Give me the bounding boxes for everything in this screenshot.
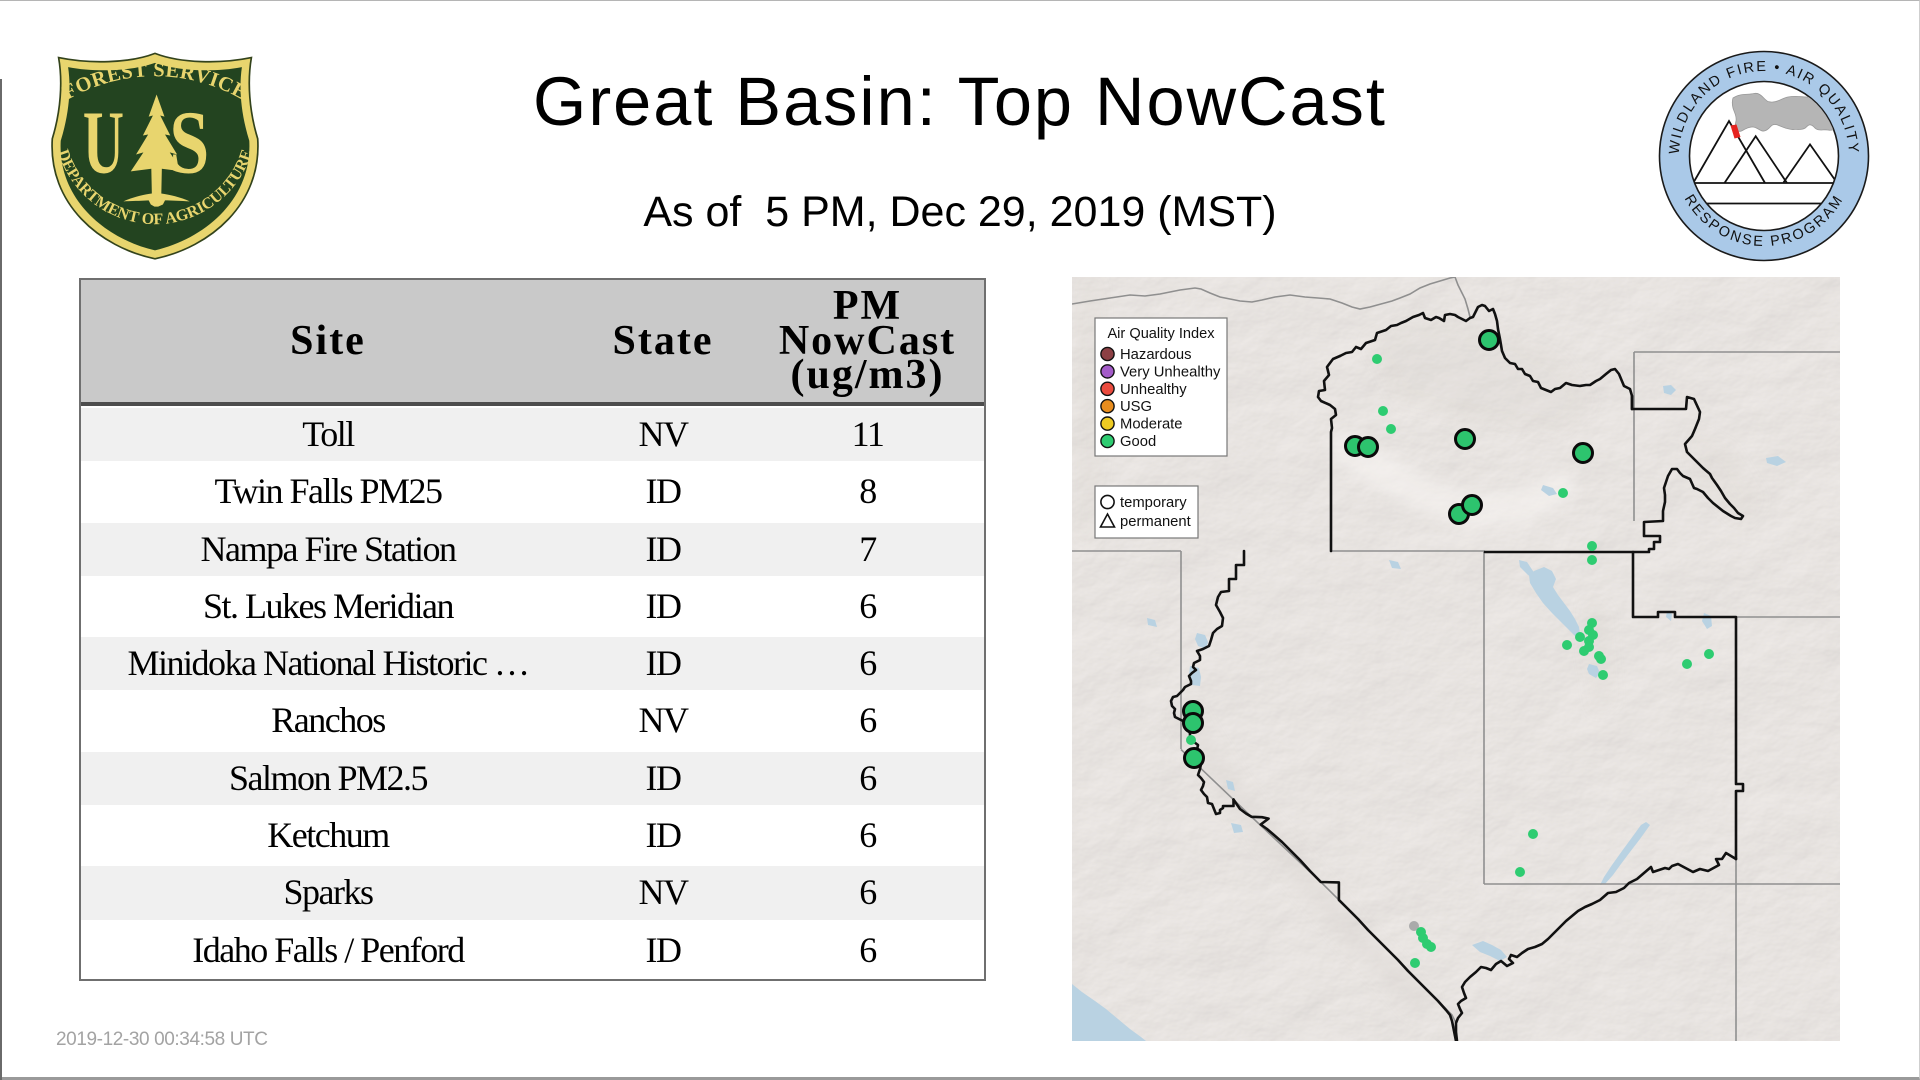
svg-text:Air Quality Index: Air Quality Index [1107,326,1215,342]
svg-text:Moderate: Moderate [1120,417,1183,433]
svg-text:temporary: temporary [1120,495,1187,511]
svg-text:Hazardous: Hazardous [1120,347,1192,363]
svg-text:permanent: permanent [1120,514,1191,530]
svg-text:Good: Good [1120,434,1156,450]
svg-text:U: U [83,91,124,192]
svg-text:S: S [169,91,209,192]
svg-text:USG: USG [1120,399,1152,415]
svg-text:Unhealthy: Unhealthy [1120,382,1187,398]
svg-text:Very Unhealthy: Very Unhealthy [1120,364,1221,380]
